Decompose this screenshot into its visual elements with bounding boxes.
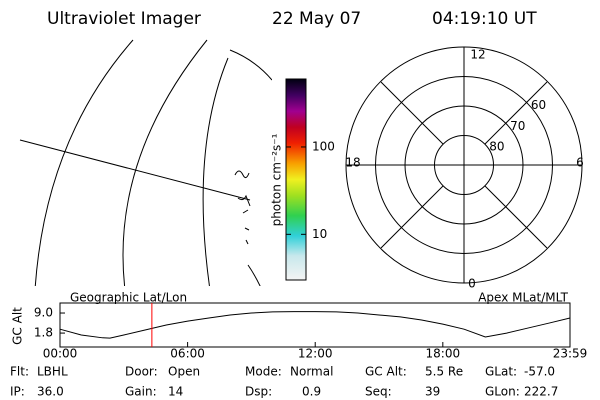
x-tick-label: 18:00 [426, 347, 461, 361]
map-arc [247, 264, 261, 286]
coastline [234, 170, 251, 245]
colorbar-ramp [285, 78, 307, 281]
mlt-label: 18 [345, 156, 360, 170]
polar-axis [380, 185, 444, 249]
map-arc [229, 49, 272, 81]
status-label: Mode: [245, 365, 282, 379]
status-label: GC Alt: [365, 365, 407, 379]
status-value: 5.5 Re [425, 365, 463, 379]
x-tick-label: 06:00 [170, 347, 205, 361]
x-tick-label: 12:00 [298, 347, 333, 361]
mlt-label: 6 [576, 156, 584, 170]
lat-label: 60 [531, 98, 546, 112]
status-table: Flt: LBHL Door: Open Mode: Normal GC Alt: 5.5 R… [10, 365, 558, 399]
x-tick-label: 00:00 [43, 347, 78, 361]
status-label: GLon: [485, 385, 520, 399]
colorbar: 10 100 photon cm⁻²s⁻¹ [270, 78, 335, 281]
map-arc [122, 39, 208, 286]
colorbar-label: photon cm⁻²s⁻¹ [270, 133, 284, 226]
polar-axis [380, 81, 444, 145]
left-label: Geographic Lat/Lon [70, 291, 187, 305]
lat-ring [375, 76, 553, 254]
altitude-line [59, 311, 571, 339]
status-value: 39 [425, 385, 440, 399]
lat-ring [434, 135, 494, 195]
status-value: Open [168, 365, 200, 379]
lat-ring [404, 105, 524, 225]
mlt-label: 12 [470, 48, 485, 62]
time: 04:19:10 UT [432, 9, 537, 29]
right-label: Apex MLat/MLT [478, 291, 568, 305]
status-label: Flt: [10, 365, 29, 379]
title: Ultraviolet Imager [47, 9, 201, 29]
status-label: Seq: [365, 385, 392, 399]
status-value: LBHL [37, 365, 68, 379]
status-value: -57.0 [524, 365, 555, 379]
polar-axis [484, 81, 548, 145]
status-label: Dsp: [245, 385, 272, 399]
status-value: 0.9 [302, 385, 321, 399]
map-arc [202, 57, 229, 286]
colorbar-tick-label: 10 [312, 227, 327, 241]
y-axis-label: GC Alt [11, 307, 25, 345]
colorbar-tick-label: 100 [312, 139, 335, 153]
lat-label: 70 [510, 119, 525, 133]
y-tick-label: 1.8 [34, 326, 53, 340]
map-line [19, 139, 251, 201]
status-label: Door: [125, 365, 158, 379]
plot-frame [59, 302, 571, 348]
status-value: 14 [168, 385, 183, 399]
altitude-plot: Geographic Lat/Lon Apex MLat/MLT GC Alt … [11, 291, 588, 361]
status-label: IP: [10, 385, 25, 399]
lat-label: 80 [489, 140, 504, 154]
polar-axis [484, 185, 548, 249]
map-panel [19, 39, 272, 286]
y-tick-label: 9.0 [34, 306, 53, 320]
status-value: 36.0 [37, 385, 64, 399]
mlt-label: 0 [468, 277, 476, 291]
x-tick-label: 23:59 [553, 347, 588, 361]
status-value: Normal [290, 365, 333, 379]
map-arc [34, 39, 134, 286]
status-label: Gain: [125, 385, 157, 399]
status-label: GLat: [485, 365, 517, 379]
polar-plot: 12 18 6 0 80 70 60 [345, 46, 584, 291]
date: 22 May 07 [272, 9, 361, 29]
status-value: 222.7 [524, 385, 558, 399]
